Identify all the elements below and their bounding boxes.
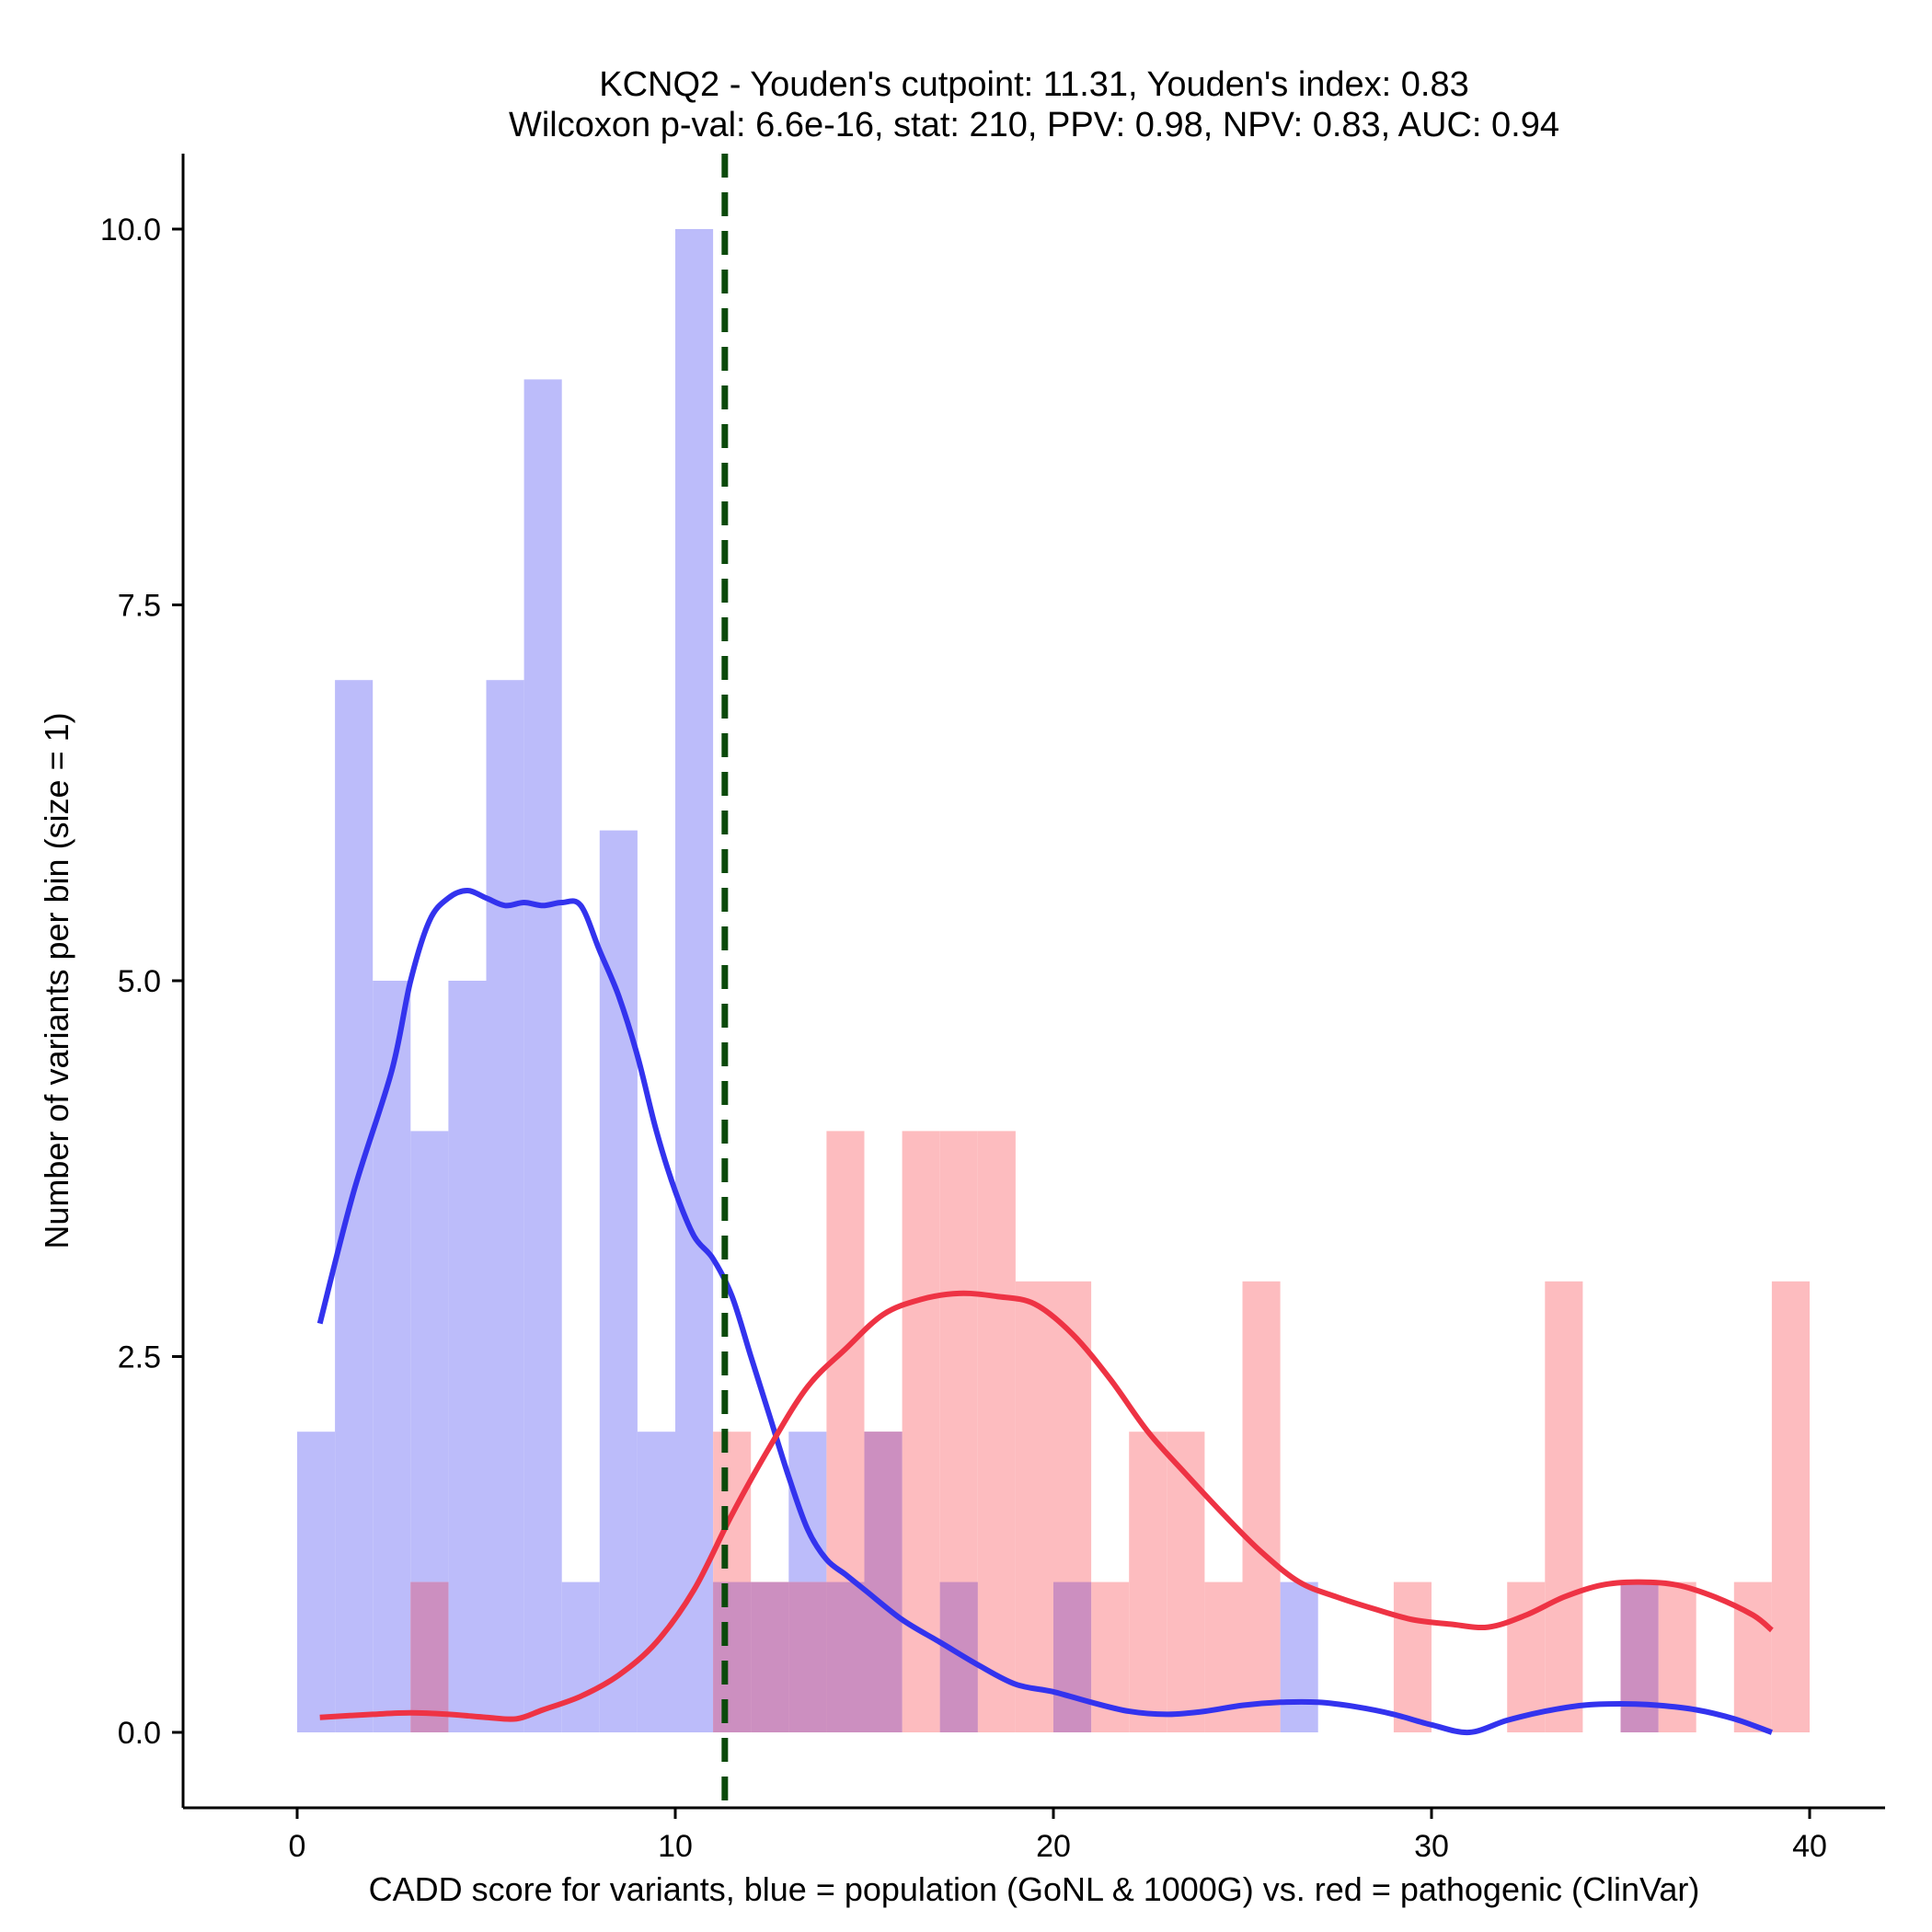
population-bar — [448, 981, 487, 1732]
y-ticks: 0.0 2.5 5.0 7.5 10.0 — [100, 213, 183, 1751]
overlap-bar — [751, 1581, 789, 1732]
pathogenic-bar — [1242, 1281, 1281, 1732]
x-ticks: 0 10 20 30 40 — [289, 1808, 1827, 1864]
chart-title-line2: Wilcoxon p-val: 6.6e-16, stat: 210, PPV:… — [509, 106, 1559, 144]
population-bar — [297, 1432, 336, 1732]
pathogenic-bar — [1771, 1281, 1810, 1732]
overlap-bar — [410, 1581, 449, 1732]
population-bar — [1280, 1581, 1318, 1732]
x-axis-label: CADD score for variants, blue = populati… — [369, 1870, 1700, 1908]
pathogenic-bar — [1167, 1432, 1205, 1732]
x-tick-label: 40 — [1792, 1829, 1827, 1864]
y-axis-label: Number of variants per bin (size = 1) — [38, 712, 75, 1248]
overlap-bar — [713, 1581, 752, 1732]
overlap-bar — [864, 1432, 903, 1732]
chart-title-line1: KCNQ2 - Youden's cutpoint: 11.31, Youden… — [599, 65, 1469, 104]
x-tick-label: 10 — [658, 1829, 693, 1864]
y-tick-label: 7.5 — [118, 589, 161, 624]
population-density-line — [316, 888, 1773, 1736]
pathogenic-bar — [1545, 1281, 1583, 1732]
overlap-bar — [1620, 1581, 1659, 1732]
pathogenic-bar — [1129, 1432, 1167, 1732]
overlap-bar — [788, 1581, 827, 1732]
population-bar — [675, 229, 714, 1732]
x-tick-label: 30 — [1414, 1829, 1449, 1864]
overlap-histogram — [410, 1432, 1659, 1732]
pathogenic-bar — [1393, 1581, 1432, 1732]
pathogenic-bar — [1733, 1581, 1772, 1732]
x-tick-label: 0 — [289, 1829, 306, 1864]
population-bar — [523, 379, 562, 1732]
pathogenic-bar — [1015, 1281, 1053, 1732]
x-tick-label: 20 — [1036, 1829, 1071, 1864]
population-histogram — [297, 229, 1659, 1733]
population-bar — [373, 981, 411, 1732]
pathogenic-bar — [902, 1131, 940, 1732]
y-tick-label: 2.5 — [118, 1340, 161, 1375]
pathogenic-density-line — [319, 1290, 1774, 1722]
population-bar — [599, 830, 638, 1732]
overlap-bar — [1053, 1581, 1092, 1732]
y-tick-label: 10.0 — [100, 213, 161, 247]
y-tick-label: 5.0 — [118, 964, 161, 999]
overlap-bar — [826, 1581, 865, 1732]
population-bar — [561, 1581, 600, 1732]
population-bar — [637, 1432, 675, 1732]
overlap-bar — [939, 1581, 978, 1732]
population-bar — [335, 680, 374, 1733]
population-bar — [486, 680, 524, 1733]
pathogenic-bar — [977, 1131, 1016, 1732]
y-tick-label: 0.0 — [118, 1716, 161, 1751]
